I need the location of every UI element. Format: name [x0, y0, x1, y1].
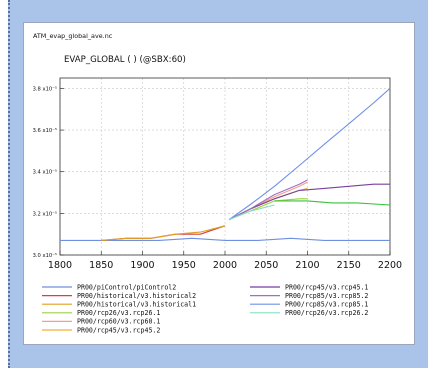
legend-label: PR00/rcp26/v3.rcp26.1	[77, 309, 160, 317]
x-tick-label: 1950	[172, 260, 196, 271]
legend-label: PR00/rcp45/v3.rcp45.1	[285, 283, 368, 291]
legend-label: PR00/rcp26/v3.rcp26.2	[285, 309, 368, 317]
x-tick-label: 1850	[89, 260, 113, 271]
legend-label: PR00/historical/v3.historical1	[77, 301, 196, 309]
y-tick-label: 3.0 x10⁻⁵	[33, 253, 57, 259]
grid-lines	[59, 78, 391, 256]
plot-panel: ATM_evap_global_ave.nc EVAP_GLOBAL ( ) (…	[23, 22, 415, 345]
x-tick-labels: 1800 1850 1900 1950 2000 2050 2100 2150 2200	[48, 260, 402, 271]
x-tick-label: 1800	[48, 260, 72, 271]
series-line	[228, 183, 390, 221]
series-line	[228, 204, 275, 221]
legend-label: PR00/historical/v3.historical2	[77, 292, 196, 300]
legend-label: PR00/rcp85/v3.rcp85.1	[285, 301, 368, 309]
series-line	[101, 225, 226, 241]
x-tick-label: 1900	[130, 260, 154, 271]
y-tick-label: 3.8 x10⁻⁵	[33, 86, 57, 92]
y-tick-labels: 3.0 x10⁻⁵ 3.2 x10⁻⁵ 3.4 x10⁻⁵ 3.6 x10⁻⁵ 3.8 …	[33, 86, 57, 259]
legend-label: PR00/rcp60/v3.rcp60.1	[77, 318, 160, 326]
series-line	[228, 87, 391, 221]
axes	[59, 77, 391, 256]
y-tick-label: 3.6 x10⁻⁵	[33, 128, 57, 134]
x-tick-label: 2200	[378, 260, 402, 271]
x-tick-label: 2150	[337, 260, 361, 271]
series-lines	[60, 87, 391, 241]
chart-title: EVAP_GLOBAL ( ) (@SBX:60)	[64, 55, 186, 65]
series-line	[274, 200, 391, 206]
evap-line-chart: ATM_evap_global_ave.nc EVAP_GLOBAL ( ) (…	[33, 32, 402, 334]
legend-label: PR00/rcp45/v3.rcp45.2	[77, 326, 160, 334]
legend-label: PR00/rcp85/v3.rcp85.2	[285, 292, 368, 300]
x-tick-label: 2050	[254, 260, 278, 271]
file-name: ATM_evap_global_ave.nc	[33, 32, 113, 40]
y-tick-label: 3.2 x10⁻⁵	[33, 211, 57, 217]
series-line	[228, 179, 308, 221]
series-line	[101, 225, 226, 241]
x-tick-label: 2000	[213, 260, 237, 271]
legend: PR00/piControl/piControl2PR00/historical…	[42, 283, 368, 334]
series-line	[60, 237, 390, 241]
x-tick-label: 2100	[295, 260, 319, 271]
legend-label: PR00/piControl/piControl2	[77, 283, 176, 291]
y-tick-label: 3.4 x10⁻⁵	[33, 170, 57, 176]
